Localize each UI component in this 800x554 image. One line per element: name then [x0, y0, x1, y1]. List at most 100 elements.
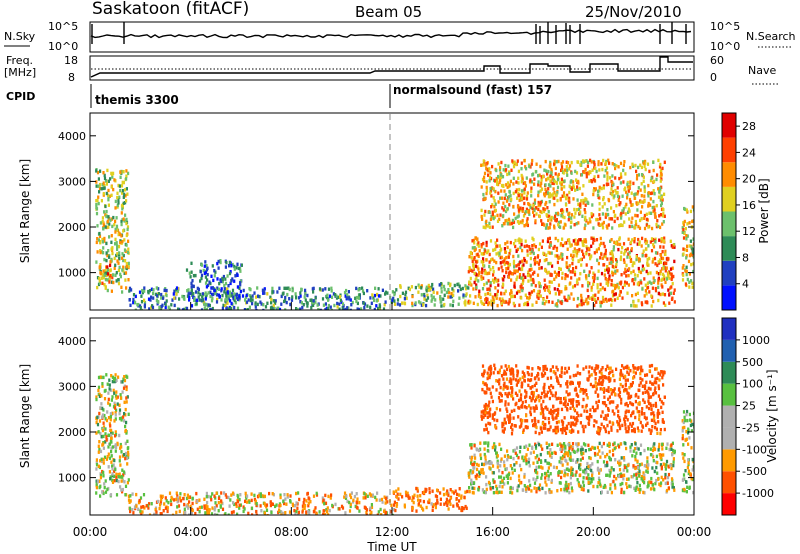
data-cell: [549, 448, 552, 452]
data-cell: [525, 207, 528, 211]
data-cell: [563, 454, 566, 459]
data-cell: [114, 394, 118, 398]
data-cell: [127, 453, 130, 457]
data-cell: [109, 418, 112, 422]
data-cell: [592, 282, 595, 286]
data-cell: [554, 254, 557, 258]
data-cell: [481, 287, 485, 291]
data-cell: [564, 446, 567, 450]
data-cell: [536, 255, 539, 259]
data-cell: [641, 264, 644, 268]
data-cell: [326, 295, 329, 300]
data-cell: [504, 163, 507, 168]
data-cell: [574, 473, 577, 477]
data-cell: [562, 420, 565, 425]
data-cell: [176, 505, 179, 509]
data-cell: [574, 188, 577, 192]
data-cell: [516, 275, 519, 279]
data-cell: [612, 442, 615, 447]
data-cell: [500, 265, 503, 269]
data-cell: [624, 423, 627, 427]
data-cell: [113, 178, 116, 182]
data-cell: [491, 416, 494, 420]
data-cell: [597, 476, 601, 480]
data-cell: [571, 270, 574, 274]
data-cell: [377, 294, 381, 298]
data-cell: [570, 473, 573, 477]
data-cell: [610, 187, 613, 191]
data-cell: [99, 459, 102, 463]
data-cell: [537, 262, 541, 266]
data-cell: [491, 464, 495, 468]
data-cell: [531, 445, 534, 449]
data-cell: [451, 490, 454, 494]
data-cell: [502, 201, 505, 205]
data-cell: [229, 498, 232, 502]
data-cell: [194, 273, 197, 278]
data-cell: [121, 191, 124, 195]
data-cell: [234, 296, 237, 300]
data-cell: [510, 168, 513, 172]
data-cell: [591, 168, 594, 172]
data-cell: [627, 210, 630, 214]
data-cell: [512, 449, 515, 453]
data-cell: [564, 484, 567, 488]
data-cell: [556, 368, 559, 372]
data-cell: [108, 470, 111, 474]
data-cell: [207, 507, 210, 512]
data-cell: [597, 247, 600, 251]
data-cell: [239, 267, 242, 271]
data-cell: [473, 248, 476, 253]
data-cell: [670, 477, 674, 481]
data-cell: [544, 471, 547, 476]
data-cell: [609, 457, 612, 462]
data-cell: [413, 493, 416, 497]
data-cell: [475, 283, 478, 287]
data-cell: [510, 290, 513, 295]
data-cell: [633, 237, 636, 241]
data-cell: [535, 162, 538, 166]
data-cell: [95, 420, 98, 425]
data-cell: [582, 184, 585, 188]
data-cell: [111, 474, 114, 478]
data-cell: [118, 459, 121, 463]
data-cell: [122, 415, 125, 419]
data-cell: [625, 482, 628, 486]
data-cell: [533, 182, 536, 186]
data-cell: [108, 383, 111, 387]
data-cell: [478, 294, 481, 299]
data-cell: [569, 406, 572, 410]
data-cell: [673, 245, 676, 249]
data-cell: [175, 510, 178, 515]
data-cell: [114, 242, 117, 246]
data-cell: [558, 481, 561, 485]
data-cell: [525, 244, 529, 248]
data-cell: [606, 267, 609, 272]
data-cell: [374, 286, 377, 290]
data-cell: [310, 305, 313, 310]
data-cell: [490, 258, 493, 262]
data-cell: [95, 203, 98, 207]
data-cell: [487, 249, 490, 253]
data-cell: [517, 214, 520, 218]
data-cell: [305, 510, 308, 514]
data-cell: [139, 306, 142, 310]
data-cell: [187, 291, 190, 295]
data-cell: [121, 479, 124, 483]
data-cell: [627, 366, 630, 370]
data-cell: [330, 493, 333, 497]
data-cell: [465, 292, 468, 296]
data-cell: [688, 272, 691, 276]
data-cell: [607, 366, 610, 370]
data-cell: [525, 176, 528, 180]
data-cell: [549, 222, 552, 226]
data-cell: [610, 250, 613, 254]
data-cell: [239, 289, 242, 294]
data-cell: [670, 466, 673, 471]
data-cell: [517, 474, 521, 478]
data-cell: [501, 175, 505, 179]
data-cell: [587, 489, 590, 493]
data-cell: [662, 239, 665, 243]
data-cell: [618, 224, 621, 228]
data-cell: [102, 276, 105, 280]
